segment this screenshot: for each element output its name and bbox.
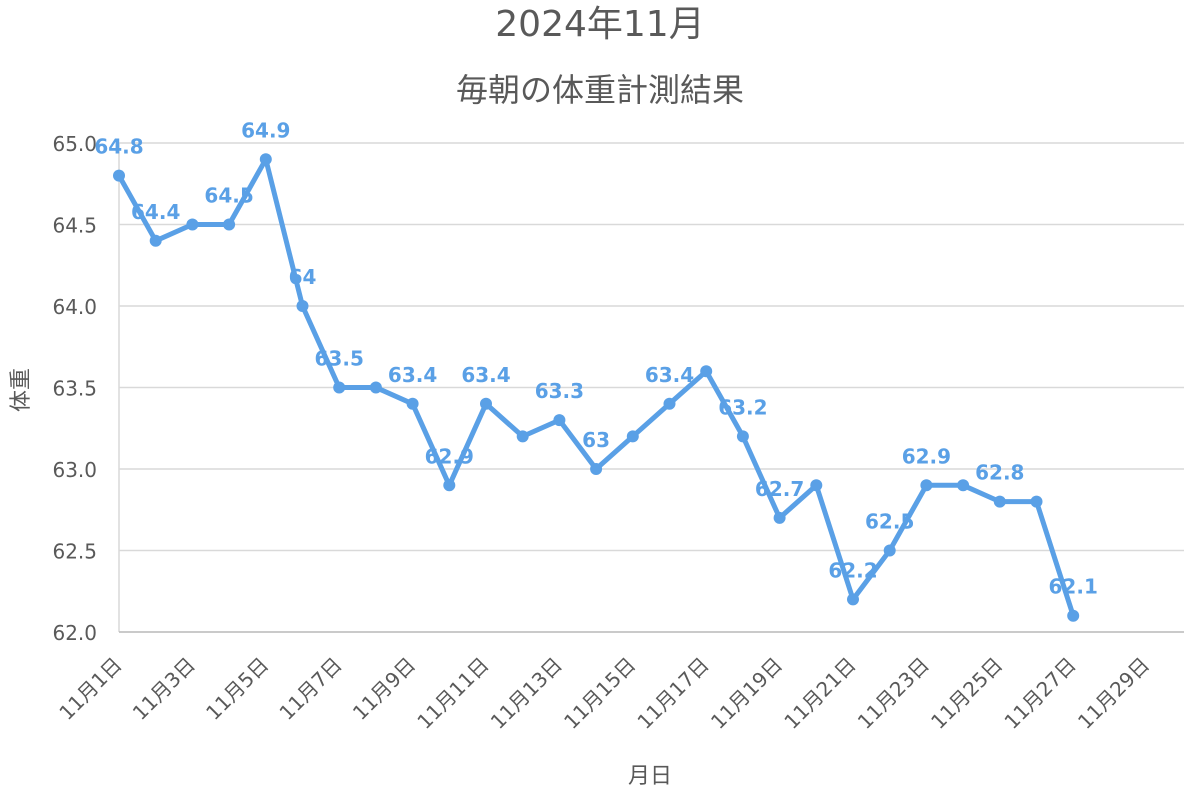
x-tick-label: 11月25日 bbox=[926, 653, 1007, 734]
data-point bbox=[590, 463, 603, 475]
data-label: 62.1 bbox=[1049, 575, 1098, 599]
data-point bbox=[186, 218, 199, 231]
y-axis-label: 体重 bbox=[9, 368, 34, 412]
data-label: 64.8 bbox=[94, 135, 143, 159]
data-point bbox=[847, 593, 859, 606]
y-tick-label: 64.5 bbox=[52, 214, 97, 238]
data-point bbox=[443, 479, 456, 492]
series-weight bbox=[113, 153, 1080, 622]
y-tick-label: 64.0 bbox=[52, 295, 97, 319]
data-point bbox=[736, 430, 749, 443]
data-point bbox=[333, 381, 346, 394]
data-label: 63 bbox=[582, 428, 610, 452]
data-point bbox=[406, 397, 419, 410]
data-point bbox=[259, 153, 272, 166]
data-point bbox=[149, 234, 162, 247]
data-label: 63.4 bbox=[388, 363, 437, 387]
x-tick-label: 11月3日 bbox=[128, 653, 200, 725]
x-tick-label: 11月13日 bbox=[486, 653, 567, 734]
x-tick-label: 11月15日 bbox=[559, 653, 640, 734]
y-tick-label: 63.5 bbox=[52, 377, 97, 401]
x-tick-label: 11月1日 bbox=[54, 653, 126, 725]
y-tick-label: 63.0 bbox=[52, 458, 97, 482]
x-axis-label: 月日 bbox=[628, 764, 672, 789]
y-tick-label: 62.0 bbox=[52, 621, 97, 645]
data-label: 64 bbox=[289, 265, 317, 289]
data-point bbox=[1067, 609, 1080, 622]
x-tick-label: 11月9日 bbox=[348, 653, 420, 725]
data-point bbox=[296, 300, 309, 312]
data-point bbox=[553, 414, 566, 427]
data-label: 62.8 bbox=[975, 461, 1024, 485]
data-label: 63.4 bbox=[645, 363, 694, 387]
x-tick-label: 11月11日 bbox=[412, 653, 493, 734]
data-label: 63.4 bbox=[461, 363, 510, 387]
x-tick-label: 11月5日 bbox=[201, 653, 273, 725]
data-point bbox=[369, 381, 382, 394]
x-tick-label: 11月29日 bbox=[1073, 653, 1154, 734]
data-point bbox=[773, 511, 786, 524]
x-tick-label: 11月27日 bbox=[999, 653, 1080, 734]
data-labels: 64.8 64.4 64.5 64.9 64 63.5 63.4 62.9 63.4 63.3 63… bbox=[94, 118, 1098, 598]
data-point bbox=[1030, 495, 1043, 508]
data-label: 63.3 bbox=[535, 379, 584, 403]
x-tick-label: 11月19日 bbox=[706, 653, 787, 734]
data-label: 64.4 bbox=[131, 200, 180, 224]
data-label: 64.5 bbox=[204, 184, 253, 208]
data-point bbox=[700, 365, 713, 378]
x-tick-label: 11月17日 bbox=[632, 653, 713, 734]
x-tick-label: 11月7日 bbox=[274, 653, 346, 725]
data-label: 62.2 bbox=[828, 558, 877, 582]
data-point bbox=[957, 479, 970, 492]
data-point bbox=[626, 430, 639, 443]
x-tick-label: 11月23日 bbox=[853, 653, 934, 734]
data-label: 63.5 bbox=[315, 347, 364, 371]
data-label: 63.2 bbox=[718, 395, 767, 419]
data-point bbox=[480, 397, 492, 410]
data-point bbox=[883, 544, 896, 557]
x-tick-label: 11月21日 bbox=[779, 653, 860, 734]
y-tick-label: 62.5 bbox=[52, 540, 97, 564]
chart-title: 2024年11月 bbox=[495, 4, 704, 45]
data-label: 62.9 bbox=[425, 444, 474, 468]
data-point bbox=[810, 479, 823, 492]
data-point bbox=[113, 169, 125, 182]
chart-subtitle: 毎朝の体重計測結果 bbox=[456, 71, 744, 109]
data-point bbox=[920, 479, 933, 492]
data-point bbox=[663, 397, 676, 410]
data-point bbox=[516, 430, 529, 443]
data-label: 62.7 bbox=[755, 477, 804, 501]
data-point bbox=[223, 218, 236, 231]
data-label: 62.5 bbox=[865, 510, 914, 534]
y-tick-label: 65.0 bbox=[52, 132, 97, 156]
data-label: 62.9 bbox=[902, 444, 951, 468]
data-label: 64.9 bbox=[241, 118, 290, 142]
data-point bbox=[993, 495, 1006, 508]
